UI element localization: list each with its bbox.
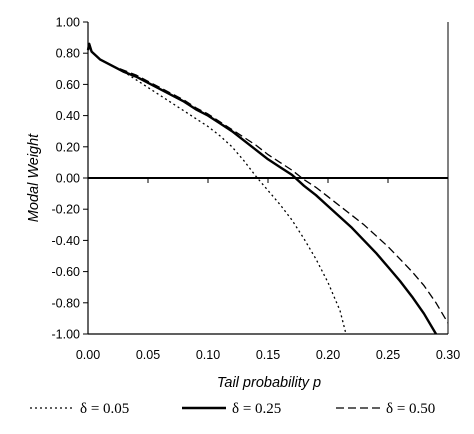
y-tick-label: -0.80 bbox=[52, 296, 81, 310]
y-tick-label: -0.60 bbox=[52, 265, 81, 279]
legend: δ = 0.05 δ = 0.25 δ = 0.50 bbox=[30, 401, 435, 417]
y-tick-label: 0.40 bbox=[56, 109, 80, 123]
x-axis-ticks: 0.00 0.05 0.10 0.15 0.20 0.25 0.30 bbox=[76, 178, 460, 362]
y-tick-label: -0.40 bbox=[52, 234, 81, 248]
legend-label-2: δ = 0.25 bbox=[232, 401, 281, 417]
y-tick-label: -1.00 bbox=[52, 328, 81, 342]
x-axis-title: Tail probability p bbox=[217, 375, 321, 391]
x-tick-label: 0.20 bbox=[316, 348, 340, 362]
x-tick-label: 0.00 bbox=[76, 348, 100, 362]
y-tick-label: 0.60 bbox=[56, 78, 80, 92]
series-line-2 bbox=[86, 42, 438, 335]
y-tick-label: 0.80 bbox=[56, 47, 80, 61]
y-tick-label: -0.20 bbox=[52, 203, 81, 217]
series-layer bbox=[86, 41, 449, 335]
legend-label-1: δ = 0.05 bbox=[80, 401, 129, 417]
x-tick-label: 0.05 bbox=[136, 348, 160, 362]
y-tick-label: 1.00 bbox=[56, 16, 80, 30]
x-tick-label: 0.30 bbox=[436, 348, 460, 362]
x-tick-label: 0.25 bbox=[376, 348, 400, 362]
y-axis-title: Modal Weight bbox=[26, 133, 42, 222]
series-line-1 bbox=[87, 41, 347, 335]
y-axis-ticks: 1.00 0.80 0.60 0.40 0.20 0.00 -0.20 -0.40 -0.60 -… bbox=[52, 16, 88, 342]
y-tick-label: 0.00 bbox=[56, 172, 80, 186]
series-line-3 bbox=[87, 43, 449, 324]
x-tick-label: 0.15 bbox=[256, 348, 280, 362]
y-tick-label: 0.20 bbox=[56, 140, 80, 154]
legend-label-3: δ = 0.50 bbox=[386, 401, 435, 417]
x-tick-label: 0.10 bbox=[196, 348, 220, 362]
